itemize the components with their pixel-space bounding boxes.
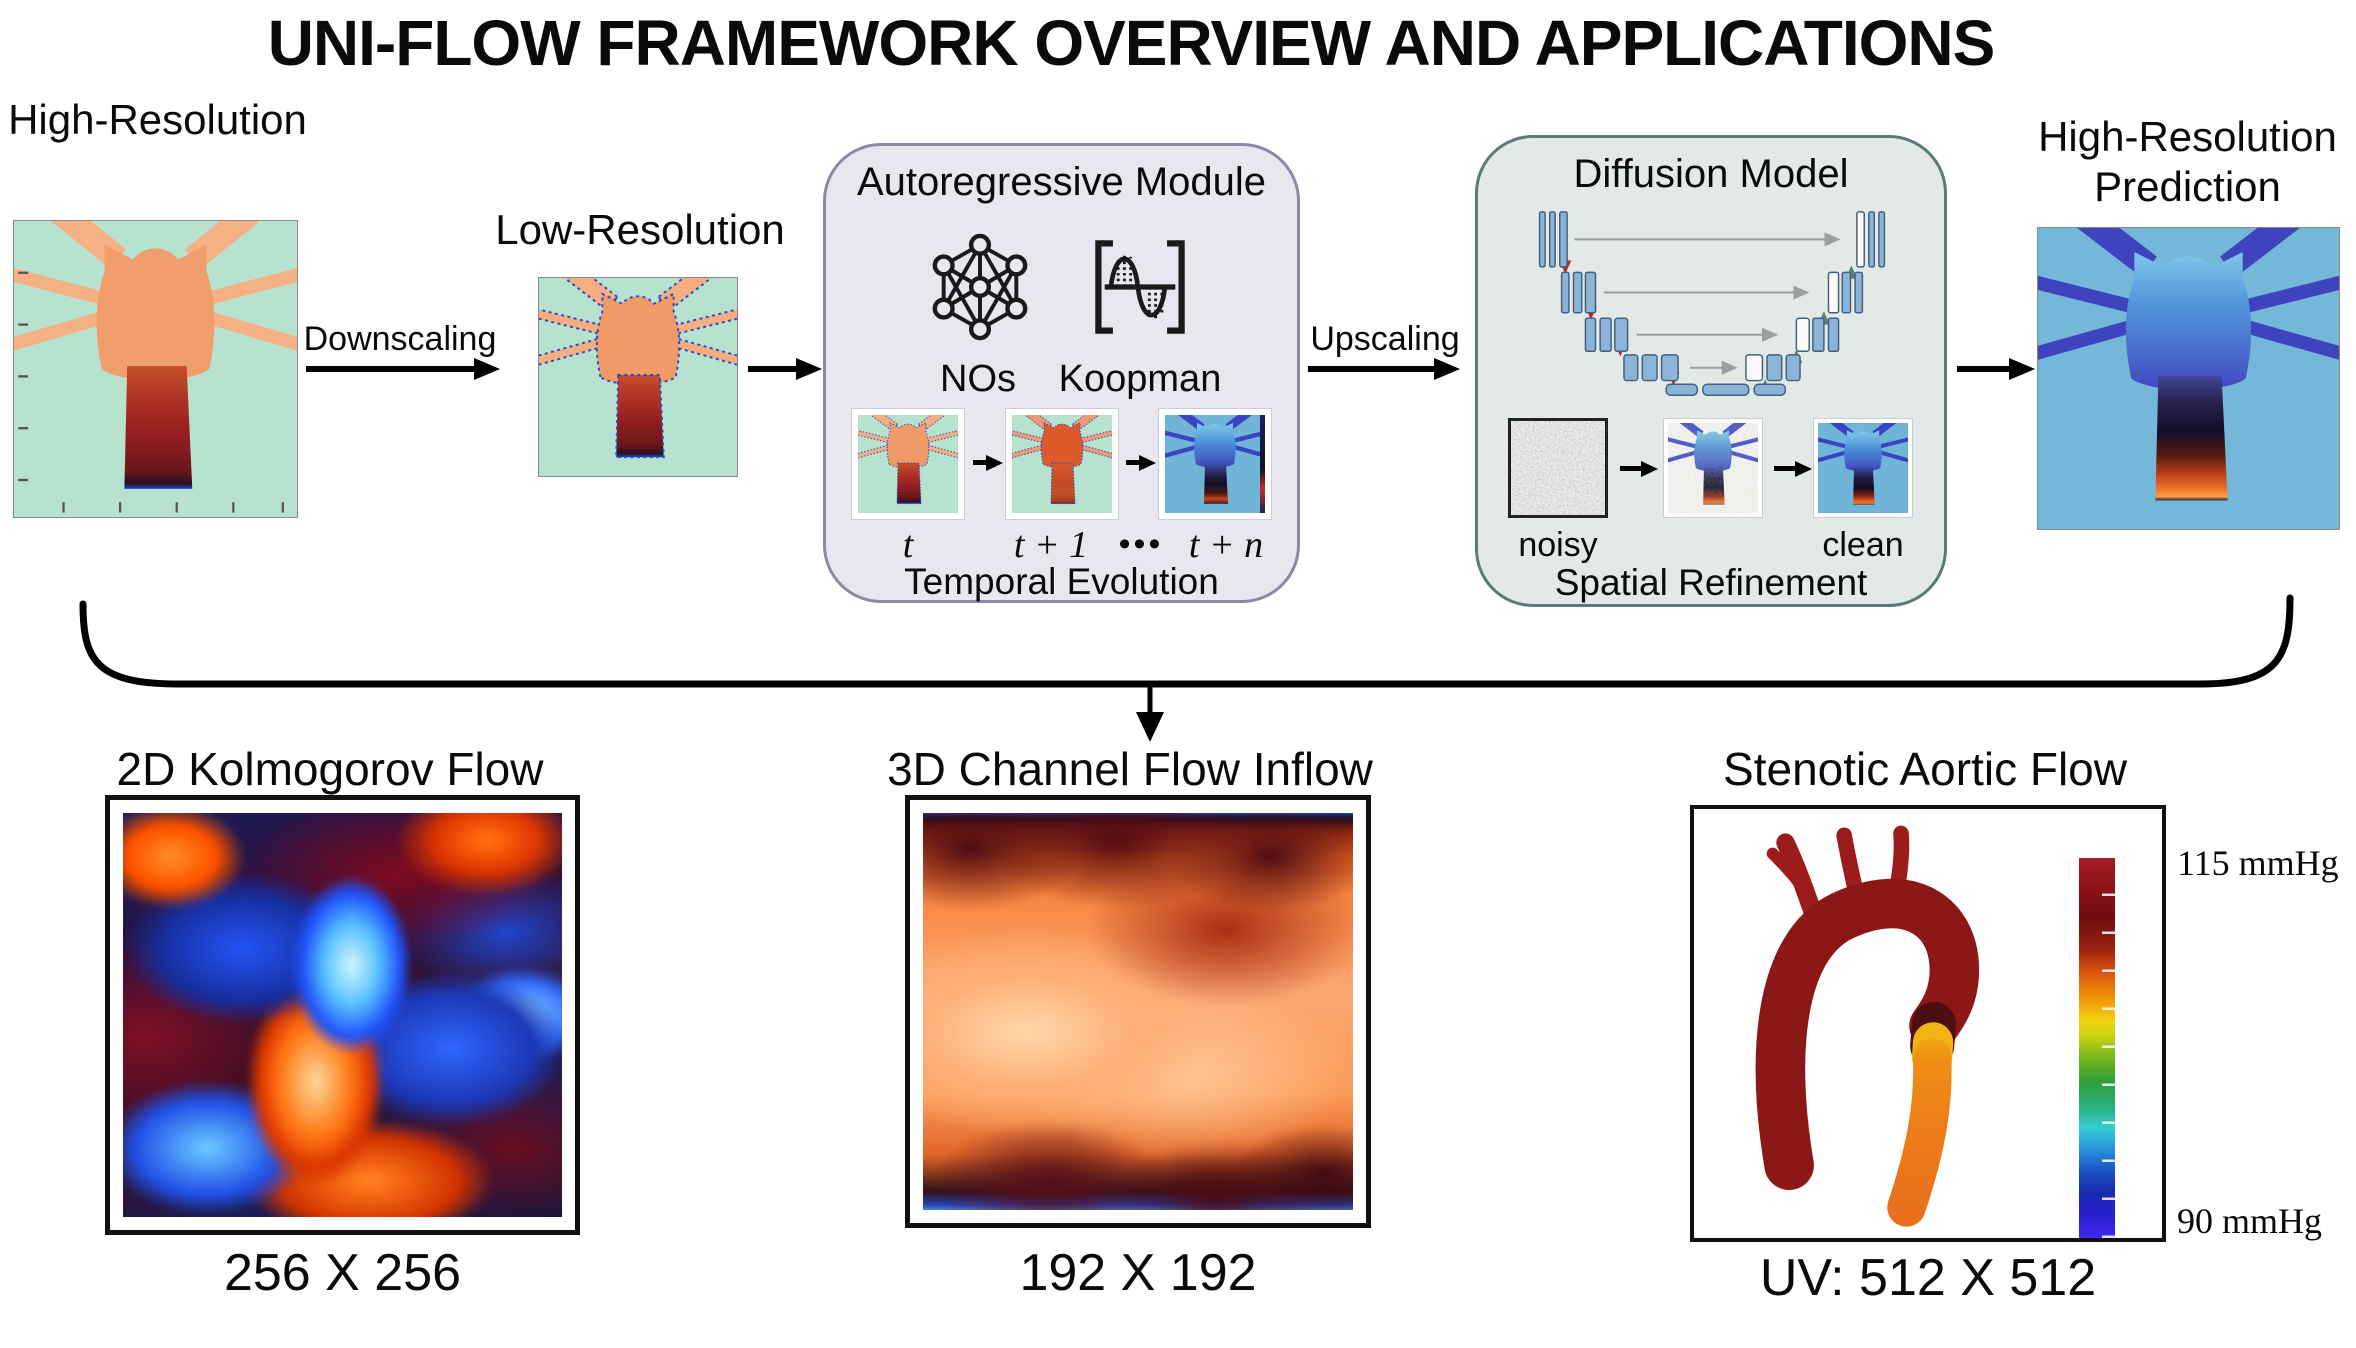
timestep-tn-label: t + n (1188, 524, 1264, 566)
colorbar-max-label: 115 mmHg (2177, 843, 2339, 883)
kolmogorov-frame (105, 795, 580, 1235)
channel-image (923, 813, 1353, 1210)
upscaling-label: Upscaling (1310, 320, 1460, 358)
prediction-label-line1: High-Resolution (2038, 113, 2337, 160)
noisy-label: noisy (1518, 526, 1598, 564)
figure-title: UNI-FLOW FRAMEWORK OVERVIEW AND APPLICAT… (267, 7, 1996, 79)
unet-diagram (1538, 211, 1886, 396)
low-res-label: Low-Resolution (495, 206, 785, 253)
koopman-label: Koopman (1058, 358, 1222, 400)
stenotic-title: Stenotic Aortic Flow (1723, 743, 2127, 795)
timestep-t1-label: t + 1 (1013, 524, 1089, 566)
prediction-image (2037, 227, 2340, 530)
diffusion-model-box: Diffusion Model (1475, 135, 1947, 607)
downscaling-label: Downscaling (303, 320, 497, 358)
clean-image (1813, 418, 1913, 518)
mid-to-clean-arrow (1774, 461, 1812, 477)
diffusion-title: Diffusion Model (1573, 152, 1849, 196)
pressure-colorbar (2079, 858, 2115, 1238)
high-res-image (13, 220, 298, 518)
to-prediction-arrow (1957, 358, 2035, 380)
high-res-label: High-Resolution (8, 96, 307, 143)
channel-frame (905, 795, 1371, 1228)
kolmogorov-title: 2D Kolmogorov Flow (116, 743, 544, 795)
koopman-operator-icon (1095, 240, 1185, 334)
timestep-t1-image (1005, 408, 1119, 520)
kolmogorov-image (123, 813, 562, 1217)
temporal-evolution-caption: Temporal Evolution (904, 561, 1219, 602)
t-to-t1-arrow (973, 455, 1003, 471)
timestep-t-image (851, 408, 965, 520)
colorbar-min-label: 90 mmHg (2177, 1201, 2323, 1241)
denoising-mid-image (1663, 418, 1763, 518)
upscaling-arrow (1308, 358, 1460, 380)
noisy-image (1508, 418, 1608, 518)
low-res-aorta-plot (539, 278, 737, 459)
noisy-to-mid-arrow (1620, 461, 1658, 477)
timestep-t-label: t (902, 524, 914, 566)
prediction-aorta-plot (2038, 228, 2339, 501)
nos-label: NOs (940, 358, 1016, 400)
high-res-aorta-plot (14, 221, 297, 514)
channel-title: 3D Channel Flow Inflow (887, 743, 1373, 795)
t1-to-tn-arrow (1126, 455, 1156, 471)
prediction-label: High-Resolution Prediction (2025, 112, 2350, 211)
autoregressive-title: Autoregressive Module (856, 160, 1267, 204)
clean-label: clean (1822, 526, 1904, 564)
stenotic-aorta-image (1755, 825, 1980, 1227)
to-autoregressive-arrow (748, 358, 822, 380)
timestep-dots: ••• (1118, 526, 1164, 563)
mini-colorbar-strip (1260, 415, 1265, 513)
kolmogorov-resolution: 256 X 256 (223, 1244, 462, 1302)
stenotic-resolution: UV: 512 X 512 (1759, 1249, 2097, 1307)
channel-resolution: 192 X 192 (1019, 1244, 1257, 1302)
autoregressive-module-box: Autoregressive Module (823, 143, 1300, 603)
downscaling-arrow (306, 358, 500, 380)
low-res-image (538, 277, 738, 477)
stenotic-frame (1690, 805, 2166, 1242)
timestep-tn-image (1158, 408, 1272, 520)
brace-arrowhead (1136, 712, 1164, 742)
neural-network-icon (932, 233, 1028, 341)
prediction-label-line2: Prediction (2094, 162, 2281, 210)
spatial-refinement-caption: Spatial Refinement (1554, 562, 1868, 603)
